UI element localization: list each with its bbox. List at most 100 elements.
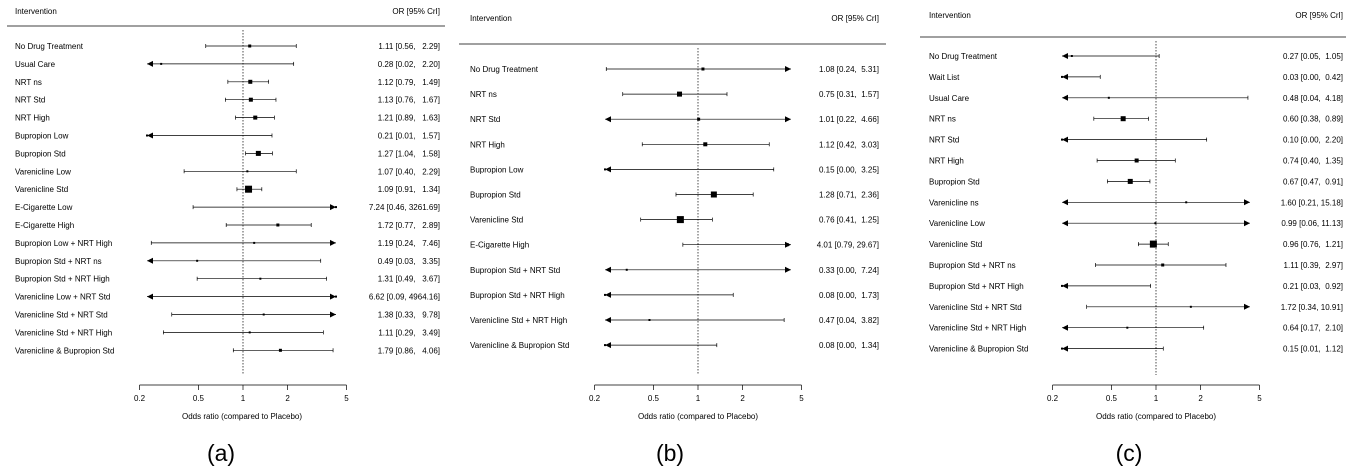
point-estimate bbox=[677, 91, 683, 97]
x-tick-label: 2 bbox=[285, 394, 290, 403]
forest-plot-b-svg: Intervention OR [95% CrI] No Drug Treatm… bbox=[459, 14, 886, 466]
forest-row: Bupropion Low 0.15 [0.00, 3.25] bbox=[470, 165, 879, 174]
column-header-or: OR [95% CrI] bbox=[392, 7, 440, 16]
point-estimate bbox=[248, 79, 253, 84]
point-estimate bbox=[648, 319, 651, 321]
row-estimate-text: 0.10 [0.00, 2.20] bbox=[1283, 136, 1343, 145]
ci-arrow-left bbox=[147, 257, 153, 264]
forest-row: Bupropion Std 0.67 [0.47, 0.91] bbox=[929, 177, 1343, 186]
point-estimate bbox=[278, 348, 282, 352]
forest-row: E-Cigarette High 4.01 [0.79, 29.67] bbox=[470, 241, 879, 250]
point-estimate bbox=[1120, 116, 1126, 122]
row-estimate-text: 0.03 [0.00, 0.42] bbox=[1283, 73, 1343, 82]
x-tick-label: 2 bbox=[1198, 394, 1203, 403]
column-header-or: OR [95% CrI] bbox=[831, 14, 879, 23]
forest-row: NRT High 1.12 [0.42, 3.03] bbox=[470, 140, 879, 149]
row-label: Varenicline Std + NRT Std bbox=[15, 311, 108, 320]
column-header-or: OR [95% CrI] bbox=[1295, 11, 1343, 20]
row-estimate-text: 0.76 [0.41, 1.25] bbox=[819, 216, 879, 225]
row-estimate-text: 1.27 [1.04, 1.58] bbox=[378, 149, 440, 158]
forest-row: NRT Std 1.01 [0.22, 4.66] bbox=[470, 115, 879, 124]
ci-arrow-left bbox=[1062, 73, 1068, 80]
x-axis: 0.2 0.5 1 2 5 bbox=[1047, 384, 1262, 403]
row-estimate-text: 1.12 [0.42, 3.03] bbox=[819, 140, 879, 149]
row-estimate-text: 1.72 [0.34, 10.91] bbox=[1281, 303, 1343, 312]
forest-row: Bupropion Std + NRT High 1.31 [0.49, 3.67… bbox=[15, 275, 440, 284]
forest-row: Bupropion Std 1.28 [0.71, 2.36] bbox=[470, 191, 879, 200]
row-estimate-text: 0.48 [0.04, 4.18] bbox=[1283, 94, 1343, 103]
row-label: NRT Std bbox=[470, 115, 500, 124]
ci-arrow-left bbox=[1062, 94, 1068, 101]
point-estimate bbox=[1127, 178, 1133, 184]
row-label: Varenicline Std + NRT High bbox=[470, 316, 567, 325]
forest-row: Varenicline Std 1.09 [0.91, 1.34] bbox=[15, 185, 440, 194]
row-label: E-Cigarette High bbox=[470, 241, 529, 250]
forest-row: NRT ns 1.12 [0.79, 1.49] bbox=[15, 78, 440, 87]
point-estimate bbox=[1161, 263, 1165, 267]
point-estimate bbox=[146, 134, 148, 137]
row-estimate-text: 1.21 [0.89, 1.63] bbox=[378, 114, 440, 123]
point-estimate bbox=[1189, 305, 1192, 308]
forest-row: NRT Std 1.13 [0.76, 1.67] bbox=[15, 96, 440, 105]
forest-rows: No Drug Treatment 0.27 [0.05, 1.05] Wait L… bbox=[929, 41, 1343, 375]
point-estimate bbox=[1149, 240, 1157, 248]
point-estimate bbox=[253, 115, 258, 120]
forest-row: Varenicline Std + NRT Std 1.72 [0.34, 10.… bbox=[929, 303, 1343, 312]
row-label: Varenicline Low + NRT Std bbox=[15, 293, 110, 302]
forest-row: Varenicline & Bupropion Std 1.79 [0.86, 4… bbox=[15, 346, 440, 355]
point-estimate bbox=[1107, 96, 1110, 99]
column-header-intervention: Intervention bbox=[15, 7, 57, 16]
ci-arrow-left bbox=[605, 116, 611, 123]
row-label: Bupropion Std bbox=[929, 177, 980, 186]
x-tick-label: 0.5 bbox=[648, 394, 660, 403]
x-axis-title: Odds ratio (compared to Placebo) bbox=[182, 412, 302, 421]
forest-row: Usual Care 0.48 [0.04, 4.18] bbox=[929, 94, 1343, 103]
row-estimate-text: 1.11 [0.56, 2.29] bbox=[378, 42, 440, 51]
row-estimate-text: 0.08 [0.00, 1.73] bbox=[819, 291, 879, 300]
row-label: NRT Std bbox=[929, 136, 959, 145]
point-estimate bbox=[1154, 222, 1157, 225]
ci-arrow-left bbox=[1062, 345, 1068, 352]
x-tick-label: 0.2 bbox=[589, 394, 601, 403]
row-label: Bupropion Low bbox=[15, 132, 69, 141]
forest-row: Bupropion Low + NRT High 1.19 [0.24, 7.46… bbox=[15, 239, 440, 248]
forest-row: Bupropion Std + NRT ns 1.11 [0.39, 2.97] bbox=[929, 261, 1343, 270]
point-estimate bbox=[1061, 347, 1063, 350]
row-label: Varenicline Std bbox=[15, 185, 68, 194]
row-label: Wait List bbox=[929, 73, 960, 82]
row-estimate-text: 1.28 [0.71, 2.36] bbox=[819, 191, 879, 200]
point-estimate bbox=[604, 293, 606, 296]
point-estimate bbox=[785, 243, 789, 247]
point-estimate bbox=[1061, 284, 1063, 287]
forest-plot-c: Intervention OR [95% CrI] No Drug Treatm… bbox=[912, 0, 1351, 471]
forest-row: Varenicline Std + NRT High 0.47 [0.04, 3.… bbox=[470, 316, 879, 325]
row-estimate-text: 0.96 [0.76, 1.21] bbox=[1283, 240, 1343, 249]
forest-plot-a: Intervention OR [95% CrI] No Drug Treatm… bbox=[0, 0, 451, 471]
forest-row: Varenicline Std + NRT Std 1.38 [0.33, 9.7… bbox=[15, 311, 440, 320]
row-label: E-Cigarette Low bbox=[15, 203, 73, 212]
x-tick-label: 1 bbox=[1154, 394, 1159, 403]
row-estimate-text: 4.01 [0.79, 29.67] bbox=[817, 241, 879, 250]
row-estimate-text: 0.27 [0.05, 1.05] bbox=[1283, 52, 1343, 61]
x-tick-label: 0.5 bbox=[1106, 394, 1118, 403]
point-estimate bbox=[245, 185, 253, 193]
point-estimate bbox=[276, 223, 280, 227]
row-label: Varenicline Low bbox=[15, 167, 71, 176]
forest-rows: No Drug Treatment 1.11 [0.56, 2.29] Usual … bbox=[15, 30, 440, 375]
ci-arrow-left bbox=[1062, 53, 1068, 59]
row-label: Varenicline & Bupropion Std bbox=[470, 341, 569, 350]
row-label: No Drug Treatment bbox=[470, 65, 539, 74]
x-axis-title: Odds ratio (compared to Placebo) bbox=[1096, 412, 1216, 421]
point-estimate bbox=[1134, 158, 1139, 163]
row-label: Varenicline Std bbox=[929, 240, 982, 249]
forest-row: Bupropion Std + NRT High 0.08 [0.00, 1.73… bbox=[470, 291, 879, 300]
point-estimate bbox=[1061, 138, 1063, 141]
row-estimate-text: 0.49 [0.03, 3.35] bbox=[378, 257, 440, 266]
ci-arrow-right bbox=[330, 293, 336, 300]
row-label: Bupropion Std bbox=[470, 191, 521, 200]
ci-arrow-right bbox=[330, 239, 336, 246]
forest-row: Varenicline Low 1.07 [0.40, 2.29] bbox=[15, 167, 440, 176]
forest-row: Varenicline Low 0.99 [0.06, 11.13] bbox=[929, 219, 1343, 228]
x-tick-label: 1 bbox=[696, 394, 701, 403]
row-label: Varenicline Std + NRT High bbox=[929, 324, 1026, 333]
